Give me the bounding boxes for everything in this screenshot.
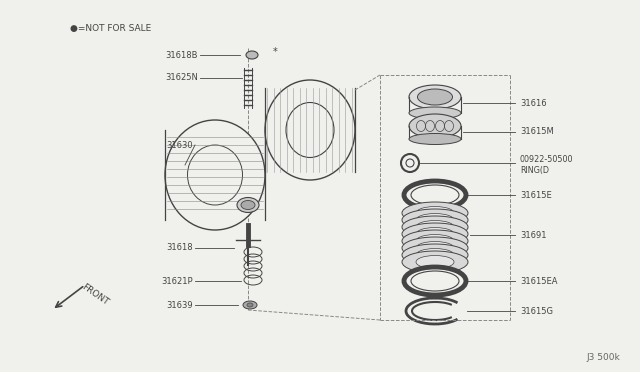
Ellipse shape <box>416 248 454 262</box>
Ellipse shape <box>417 89 452 105</box>
Text: 31615G: 31615G <box>520 307 553 315</box>
Ellipse shape <box>246 51 258 59</box>
Ellipse shape <box>402 202 468 224</box>
Ellipse shape <box>286 103 334 157</box>
Text: 31618B: 31618B <box>166 51 198 60</box>
Ellipse shape <box>237 198 259 212</box>
Ellipse shape <box>411 271 459 291</box>
Text: ●=NOT FOR SALE: ●=NOT FOR SALE <box>70 23 151 32</box>
Ellipse shape <box>416 234 454 247</box>
Circle shape <box>401 154 419 172</box>
Text: 31639: 31639 <box>166 301 193 310</box>
Ellipse shape <box>404 181 466 209</box>
Ellipse shape <box>416 241 454 254</box>
Ellipse shape <box>404 267 466 295</box>
Ellipse shape <box>409 134 461 144</box>
Text: 31625N: 31625N <box>165 74 198 83</box>
Ellipse shape <box>416 206 454 219</box>
Ellipse shape <box>402 244 468 266</box>
Ellipse shape <box>402 209 468 231</box>
Ellipse shape <box>411 185 459 205</box>
Text: 31691: 31691 <box>520 231 547 240</box>
Text: 31616: 31616 <box>520 99 547 108</box>
Ellipse shape <box>247 303 253 307</box>
Ellipse shape <box>402 251 468 273</box>
Text: 00922-50500: 00922-50500 <box>520 155 573 164</box>
Text: J3 500k: J3 500k <box>586 353 620 362</box>
Ellipse shape <box>416 214 454 227</box>
Ellipse shape <box>265 80 355 180</box>
Ellipse shape <box>409 107 461 119</box>
Text: 31618: 31618 <box>166 244 193 253</box>
Ellipse shape <box>402 230 468 252</box>
Ellipse shape <box>402 216 468 238</box>
Ellipse shape <box>402 237 468 259</box>
Ellipse shape <box>243 301 257 309</box>
Text: *: * <box>273 47 278 57</box>
Ellipse shape <box>409 114 461 138</box>
Text: FRONT: FRONT <box>80 283 110 307</box>
Ellipse shape <box>416 228 454 241</box>
Text: 31621P: 31621P <box>161 276 193 285</box>
Text: RING(D: RING(D <box>520 167 549 176</box>
Text: 31630: 31630 <box>166 141 193 150</box>
Text: 31615E: 31615E <box>520 190 552 199</box>
Text: 31615EA: 31615EA <box>520 276 557 285</box>
Text: 31615M: 31615M <box>520 128 554 137</box>
Circle shape <box>406 159 414 167</box>
Ellipse shape <box>241 201 255 209</box>
Ellipse shape <box>416 256 454 269</box>
Ellipse shape <box>402 223 468 245</box>
Ellipse shape <box>409 85 461 109</box>
Ellipse shape <box>165 120 265 230</box>
Ellipse shape <box>416 221 454 234</box>
Ellipse shape <box>188 145 243 205</box>
